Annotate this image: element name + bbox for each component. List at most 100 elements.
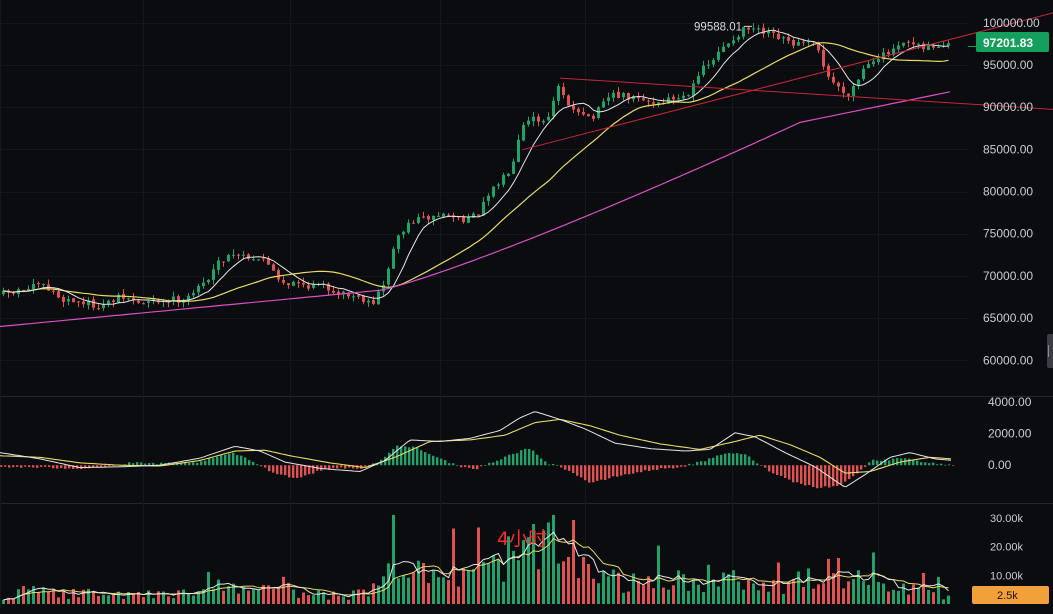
candle-body[interactable] <box>737 36 740 40</box>
candle-body[interactable] <box>352 296 355 298</box>
candle-body[interactable] <box>757 28 760 30</box>
candle-body[interactable] <box>402 231 405 235</box>
candle-body[interactable] <box>512 161 515 174</box>
candle-body[interactable] <box>872 61 875 65</box>
candle-body[interactable] <box>622 93 625 98</box>
candle-body[interactable] <box>397 235 400 250</box>
candle-body[interactable] <box>77 301 80 303</box>
candle-body[interactable] <box>602 101 605 108</box>
candle-body[interactable] <box>772 31 775 33</box>
candle-body[interactable] <box>447 214 450 216</box>
candle-body[interactable] <box>647 100 650 102</box>
macd-histogram[interactable] <box>0 445 955 489</box>
candle-body[interactable] <box>22 289 25 292</box>
candle-body[interactable] <box>327 283 330 291</box>
candle-body[interactable] <box>277 270 280 280</box>
candle-body[interactable] <box>172 296 175 302</box>
candle-body[interactable] <box>292 281 295 286</box>
candle-body[interactable] <box>262 258 265 260</box>
candle-body[interactable] <box>867 63 870 69</box>
candle-body[interactable] <box>847 93 850 96</box>
candle-body[interactable] <box>637 95 640 99</box>
candle-body[interactable] <box>287 283 290 286</box>
candle-body[interactable] <box>52 290 55 292</box>
candle-body[interactable] <box>912 42 915 45</box>
candle-body[interactable] <box>532 116 535 122</box>
candle-body[interactable] <box>487 195 490 201</box>
candle-body[interactable] <box>457 216 460 218</box>
candle-body[interactable] <box>522 125 525 141</box>
candle-body[interactable] <box>137 300 140 303</box>
candle-body[interactable] <box>697 75 700 84</box>
candle-body[interactable] <box>907 41 910 43</box>
candle-body[interactable] <box>297 282 300 284</box>
candle-body[interactable] <box>152 299 155 301</box>
candle-body[interactable] <box>542 120 545 123</box>
candle-body[interactable] <box>842 86 845 93</box>
candle-body[interactable] <box>672 96 675 100</box>
candle-body[interactable] <box>562 86 565 96</box>
candle-body[interactable] <box>462 216 465 223</box>
candle-body[interactable] <box>62 296 65 302</box>
candle-body[interactable] <box>582 112 585 115</box>
candle-body[interactable] <box>832 76 835 83</box>
candle-body[interactable] <box>792 39 795 46</box>
candle-body[interactable] <box>897 45 900 50</box>
candle-body[interactable] <box>467 217 470 223</box>
candle-body[interactable] <box>552 100 555 117</box>
candle-body[interactable] <box>627 93 630 100</box>
candle-body[interactable] <box>497 184 500 186</box>
candle-body[interactable] <box>187 295 190 301</box>
candle-body[interactable] <box>267 257 270 265</box>
candle-body[interactable] <box>642 98 645 101</box>
candle-body[interactable] <box>787 37 790 41</box>
candle-body[interactable] <box>387 268 390 285</box>
candle-body[interactable] <box>87 300 90 306</box>
candle-body[interactable] <box>207 280 210 283</box>
candle-body[interactable] <box>702 65 705 75</box>
candle-body[interactable] <box>612 92 615 98</box>
candle-body[interactable] <box>747 27 750 30</box>
candle-body[interactable] <box>72 298 75 303</box>
candle-body[interactable] <box>217 260 220 270</box>
candle-body[interactable] <box>372 300 375 304</box>
candle-body[interactable] <box>117 294 120 303</box>
trendline[interactable] <box>559 77 1053 110</box>
candle-body[interactable] <box>432 215 435 221</box>
candle-body[interactable] <box>507 173 510 176</box>
candle-body[interactable] <box>422 216 425 218</box>
candle-body[interactable] <box>237 254 240 256</box>
candle-body[interactable] <box>607 97 610 101</box>
candle-body[interactable] <box>717 51 720 60</box>
candle-body[interactable] <box>877 59 880 62</box>
axis-scroll-handle[interactable] <box>1047 334 1053 368</box>
candle-body[interactable] <box>362 295 365 302</box>
candle-body[interactable] <box>917 44 920 46</box>
candle-body[interactable] <box>502 174 505 185</box>
candle-body[interactable] <box>632 96 635 100</box>
candle-body[interactable] <box>107 300 110 304</box>
candle-body[interactable] <box>192 292 195 296</box>
candle-body[interactable] <box>892 48 895 56</box>
candle-body[interactable] <box>477 214 480 216</box>
candle-body[interactable] <box>112 300 115 302</box>
candle-body[interactable] <box>707 64 710 66</box>
candle-body[interactable] <box>767 31 770 34</box>
candle-body[interactable] <box>427 216 430 220</box>
candle-body[interactable] <box>587 114 590 117</box>
candle-body[interactable] <box>652 102 655 104</box>
volume-bars[interactable] <box>2 514 950 604</box>
candle-body[interactable] <box>852 86 855 96</box>
candle-body[interactable] <box>712 60 715 65</box>
candle-body[interactable] <box>572 105 575 110</box>
candle-body[interactable] <box>67 299 70 302</box>
candle-body[interactable] <box>537 116 540 122</box>
candle-body[interactable] <box>357 295 360 297</box>
candle-body[interactable] <box>312 283 315 288</box>
candle-body[interactable] <box>482 201 485 216</box>
candle-body[interactable] <box>472 213 475 218</box>
candle-body[interactable] <box>732 40 735 44</box>
candle-body[interactable] <box>557 85 560 101</box>
candle-body[interactable] <box>227 255 230 262</box>
